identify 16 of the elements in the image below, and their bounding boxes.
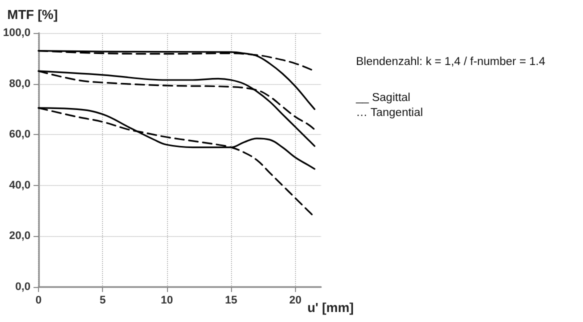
x-tick-label: 10 [160,294,174,306]
text: __ Sagittal [355,92,410,104]
y-tick-label: 20,0 [9,230,31,242]
x-axis-title: u' [mm] [307,300,354,315]
x-tick-label: 5 [100,294,106,306]
text: Blendenzahl: k = 1,4 / f-number = 1.4 [356,56,546,68]
y-axis-title: MTF [%] [7,7,58,22]
x-tick-label: 0 [35,294,42,306]
x-tick-label: 15 [224,294,238,306]
y-tick-label: 80,0 [9,78,31,90]
y-tick-label: 60,0 [9,128,31,141]
y-tick-label: 100,0 [2,27,31,39]
y-tick-label: 40,0 [9,179,31,192]
text: … Tangential [356,107,423,119]
x-tick-label: 20 [289,294,302,306]
y-tick-label: 0,0 [15,281,31,293]
